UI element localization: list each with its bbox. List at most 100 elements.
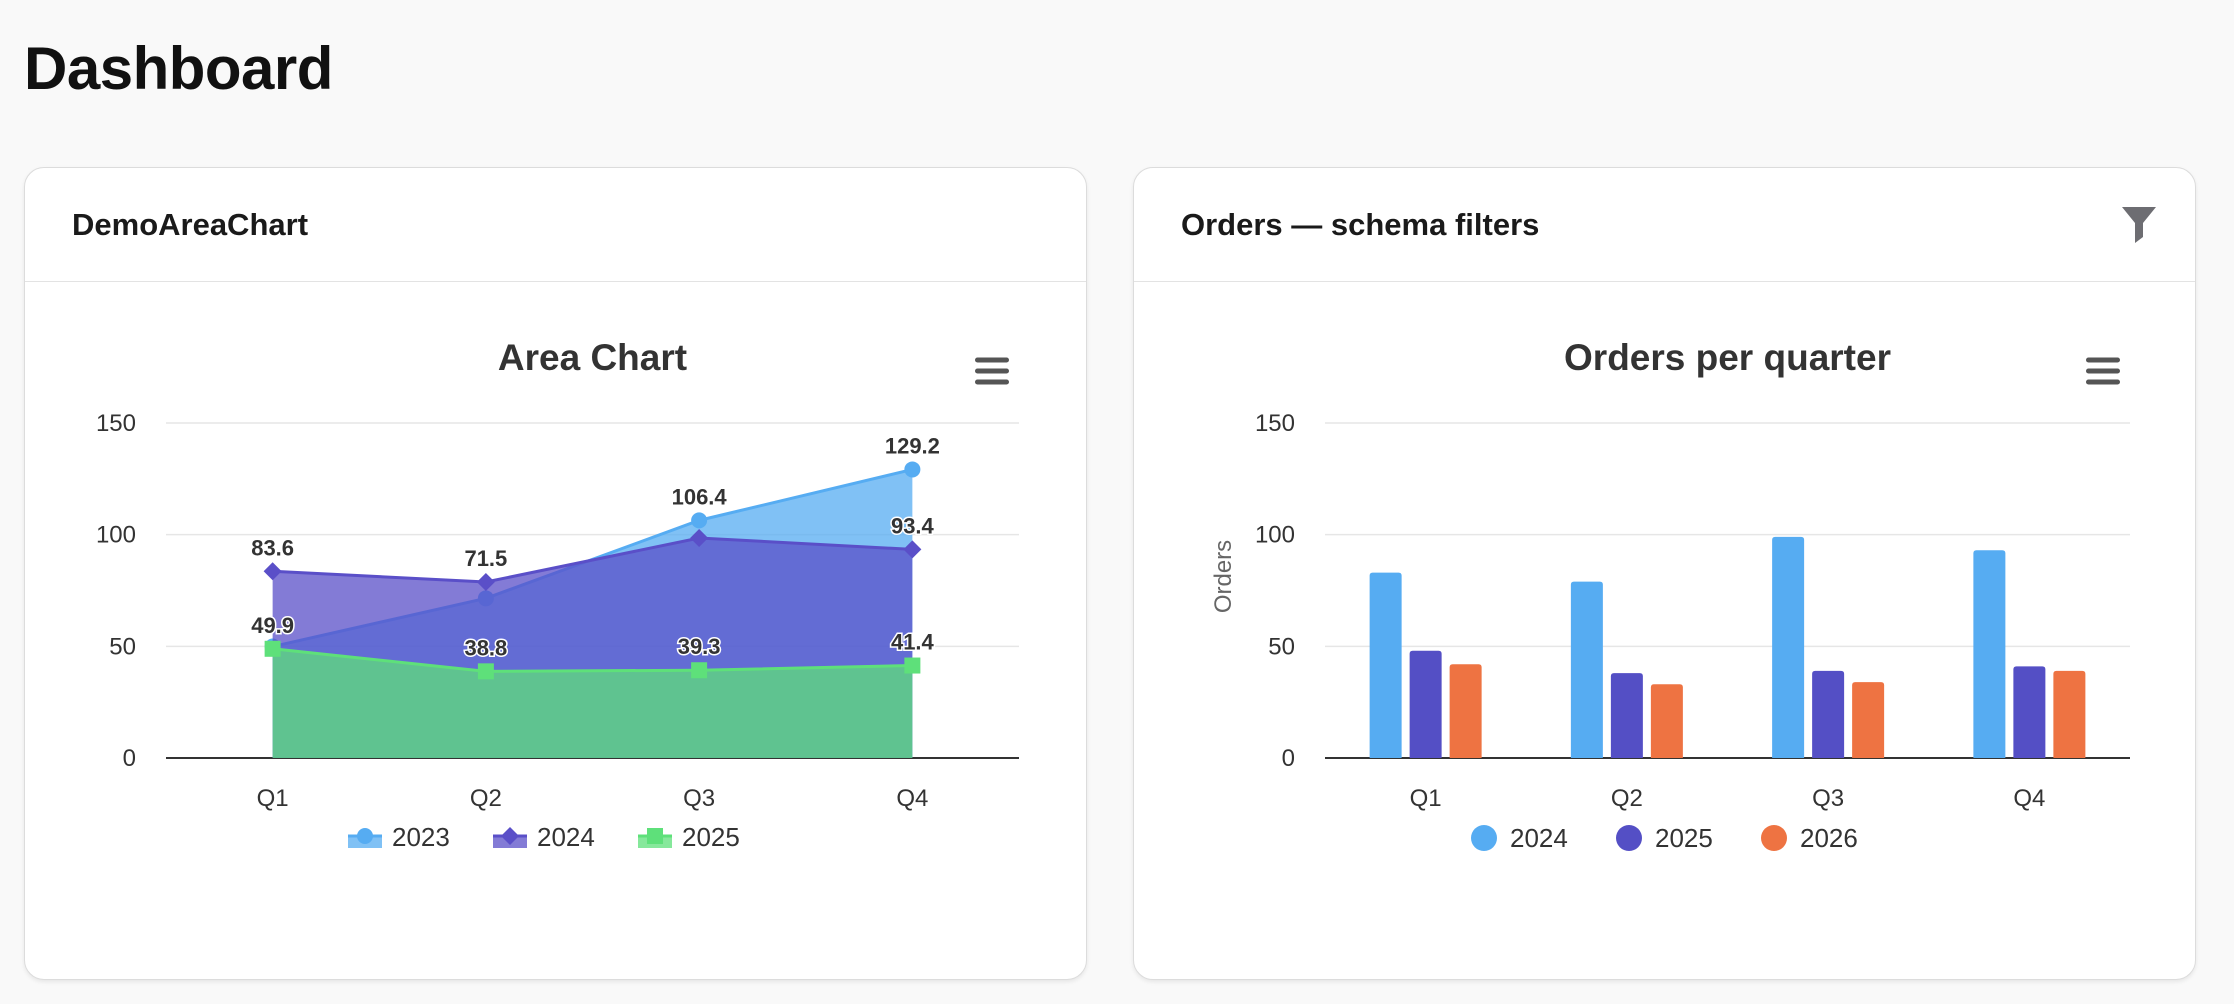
bar-2024[interactable] (1973, 550, 2006, 758)
card-header: DemoAreaChart (25, 168, 1086, 282)
x-tick-label: Q2 (1611, 785, 1643, 812)
data-label: 93.4 (891, 513, 935, 538)
legend-label: 2023 (392, 822, 450, 852)
legend-marker (1471, 825, 1497, 851)
y-tick-label: 0 (123, 745, 136, 772)
legend-item-2025[interactable]: 2025 (1616, 823, 1713, 853)
legend-item-2025[interactable]: 2025 (638, 822, 740, 852)
legend-marker (1616, 825, 1642, 851)
x-tick-label: Q2 (470, 785, 502, 812)
data-label: 41.4 (891, 630, 935, 655)
data-point (691, 512, 708, 529)
y-tick-label: 150 (96, 410, 136, 437)
y-tick-label: 100 (96, 522, 136, 549)
data-label: 71.5 (464, 546, 507, 571)
legend-marker (501, 827, 519, 845)
chart-menu-button[interactable] (975, 357, 1009, 385)
card-body: Area Chart 0 50 100 150 Q1 Q2 Q3 Q4 106.4 129.2 83.… (25, 282, 1086, 979)
bar-group-Q4 (1973, 550, 2086, 758)
data-label: 39.3 (678, 634, 721, 659)
x-tick-label: Q4 (896, 785, 928, 812)
bar-group-Q2 (1570, 581, 1683, 758)
bar-2025[interactable] (2013, 666, 2046, 758)
data-point (264, 640, 281, 657)
data-point (904, 657, 921, 674)
area-chart: Area Chart 0 50 100 150 Q1 Q2 Q3 Q4 106.4 129.2 83.… (96, 337, 1019, 852)
card-body: Orders per quarter 0 50 100 150 Q1 Q2 Q3 Q4 Order… (1134, 282, 2195, 979)
bar-2024[interactable] (1369, 572, 1402, 758)
legend-label: 2024 (537, 822, 595, 852)
filter-funnel-icon[interactable] (2119, 205, 2159, 245)
data-label: 106.4 (672, 484, 728, 509)
menu-bar (2086, 379, 2120, 385)
data-point (691, 662, 708, 679)
menu-bar (975, 368, 1009, 374)
bar-2026[interactable] (1852, 682, 1885, 758)
chart-title: Area Chart (498, 337, 687, 378)
y-tick-label: 50 (109, 633, 136, 660)
data-point (263, 562, 282, 581)
menu-bar (975, 379, 1009, 385)
legend-marker (647, 828, 663, 844)
bar-2024[interactable] (1570, 581, 1603, 758)
labels-2023: 106.4 129.2 (670, 432, 941, 511)
bar-2025[interactable] (1812, 670, 1845, 758)
series-line (272, 536, 913, 584)
bar-chart: Orders per quarter 0 50 100 150 Q1 Q2 Q3 Q4 Order… (1210, 337, 2130, 853)
x-tick-label: Q3 (683, 785, 715, 812)
bar-2025[interactable] (1409, 650, 1442, 758)
legend-item-2023[interactable]: 2023 (348, 822, 450, 852)
series-line (272, 647, 913, 673)
legend-item-2026[interactable]: 2026 (1761, 823, 1858, 853)
y-axis-label: Orders (1210, 540, 1237, 613)
legend-marker (1761, 825, 1787, 851)
bar-2024[interactable] (1772, 536, 1805, 758)
data-label: 49.9 (251, 613, 294, 638)
y-tick-label: 100 (1255, 522, 1295, 549)
bar-2026[interactable] (1650, 684, 1683, 758)
x-tick-label: Q3 (1812, 785, 1844, 812)
orders-chart-card: Orders — schema filters Orders per quart… (1133, 167, 2196, 980)
data-point (476, 573, 495, 592)
card-title: DemoAreaChart (72, 206, 309, 242)
area-chart-card: DemoAreaChart Area Chart 0 50 100 150 Q1 Q2 Q3 Q… (24, 167, 1087, 980)
page-title: Dashboard (24, 35, 333, 102)
menu-bar (2086, 368, 2120, 374)
data-label: 83.6 (251, 535, 294, 560)
legend-item-2024[interactable]: 2024 (493, 822, 595, 852)
y-tick-label: 150 (1255, 410, 1295, 437)
data-point (904, 461, 921, 478)
chart-menu-button[interactable] (2086, 357, 2120, 385)
card-title: Orders — schema filters (1181, 206, 1540, 242)
data-label: 38.8 (464, 635, 507, 660)
labels-2024: 83.6 71.5 93.4 (250, 512, 936, 573)
chart-legend: 2024 2025 2026 (1471, 823, 1858, 853)
labels-2025: 49.9 38.8 39.3 41.4 (250, 611, 936, 662)
legend-marker (357, 828, 373, 844)
legend-label: 2026 (1800, 823, 1858, 853)
menu-bar (2086, 357, 2120, 363)
area-fill (272, 648, 913, 758)
x-tick-label: Q4 (2013, 785, 2045, 812)
legend-item-2024[interactable]: 2024 (1471, 823, 1568, 853)
y-tick-label: 0 (1282, 745, 1295, 772)
x-tick-label: Q1 (1410, 785, 1442, 812)
chart-legend: 2023 2024 2025 (348, 822, 740, 852)
data-point (690, 529, 709, 548)
series-2025 (264, 640, 921, 758)
data-label: 129.2 (885, 433, 940, 458)
data-point (903, 540, 922, 559)
bar-group-Q1 (1369, 572, 1482, 758)
chart-title: Orders per quarter (1564, 337, 1891, 378)
bar-2026[interactable] (2053, 670, 2086, 758)
bar-2025[interactable] (1610, 673, 1643, 758)
menu-bar (975, 357, 1009, 363)
bar-group-Q3 (1772, 536, 1885, 758)
bar-2026[interactable] (1449, 664, 1482, 758)
y-tick-label: 50 (1268, 633, 1295, 660)
card-header: Orders — schema filters (1134, 168, 2195, 282)
x-tick-label: Q1 (257, 785, 289, 812)
legend-label: 2025 (682, 822, 740, 852)
data-point (477, 663, 494, 680)
legend-label: 2024 (1510, 823, 1568, 853)
